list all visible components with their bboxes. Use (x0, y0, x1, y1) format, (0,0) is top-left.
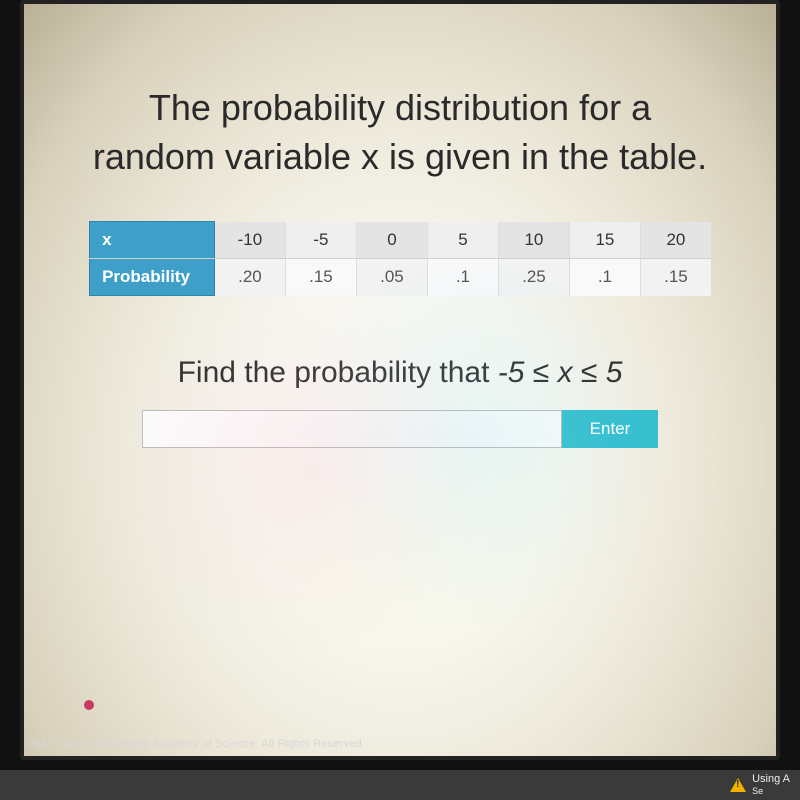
p-cell: .15 (640, 259, 711, 296)
monitor-frame: The probability distribution for a rando… (0, 0, 800, 800)
p-cell: .20 (214, 259, 285, 296)
title-line-1: The probability distribution for a (149, 87, 651, 128)
x-cell: 20 (640, 222, 711, 259)
question-prefix: Find the probability that (178, 356, 498, 389)
p-cell: .1 (569, 259, 640, 296)
x-row: x -10 -5 0 5 10 15 20 (90, 222, 711, 259)
x-cell: -5 (285, 222, 356, 259)
var-x: x (361, 136, 379, 177)
question-text: Find the probability that -5 ≤ x ≤ 5 (34, 356, 766, 390)
title-line-2: random variable x is given in the table. (93, 136, 707, 177)
taskbar-warning-text: Using A Se (752, 773, 790, 797)
copyright-footer: 003 - 2022 International Academy of Scie… (28, 738, 365, 750)
x-cell: -10 (214, 222, 285, 259)
answer-input[interactable] (142, 410, 562, 448)
taskbar: Using A Se (0, 770, 800, 800)
p-cell: .25 (498, 259, 569, 296)
distribution-table: x -10 -5 0 5 10 15 20 Probability .20 .1… (89, 221, 711, 296)
x-cell: 0 (356, 222, 427, 259)
x-cell: 15 (569, 222, 640, 259)
probability-row: Probability .20 .15 .05 .1 .25 .1 .15 (90, 259, 711, 296)
p-cell: .1 (427, 259, 498, 296)
x-cell: 5 (427, 222, 498, 259)
p-cell: .05 (356, 259, 427, 296)
warning-icon (730, 778, 746, 792)
p-cell: .15 (285, 259, 356, 296)
enter-button[interactable]: Enter (562, 410, 659, 448)
cursor-dot-icon (84, 700, 94, 710)
question-math: -5 ≤ x ≤ 5 (498, 356, 623, 389)
x-cell: 10 (498, 222, 569, 259)
probability-header: Probability (90, 259, 215, 296)
x-header: x (90, 222, 215, 259)
answer-row: Enter (34, 410, 766, 448)
distribution-table-wrap: x -10 -5 0 5 10 15 20 Probability .20 .1… (34, 221, 766, 296)
problem-title: The probability distribution for a rando… (44, 84, 756, 181)
app-screen: The probability distribution for a rando… (20, 0, 780, 760)
